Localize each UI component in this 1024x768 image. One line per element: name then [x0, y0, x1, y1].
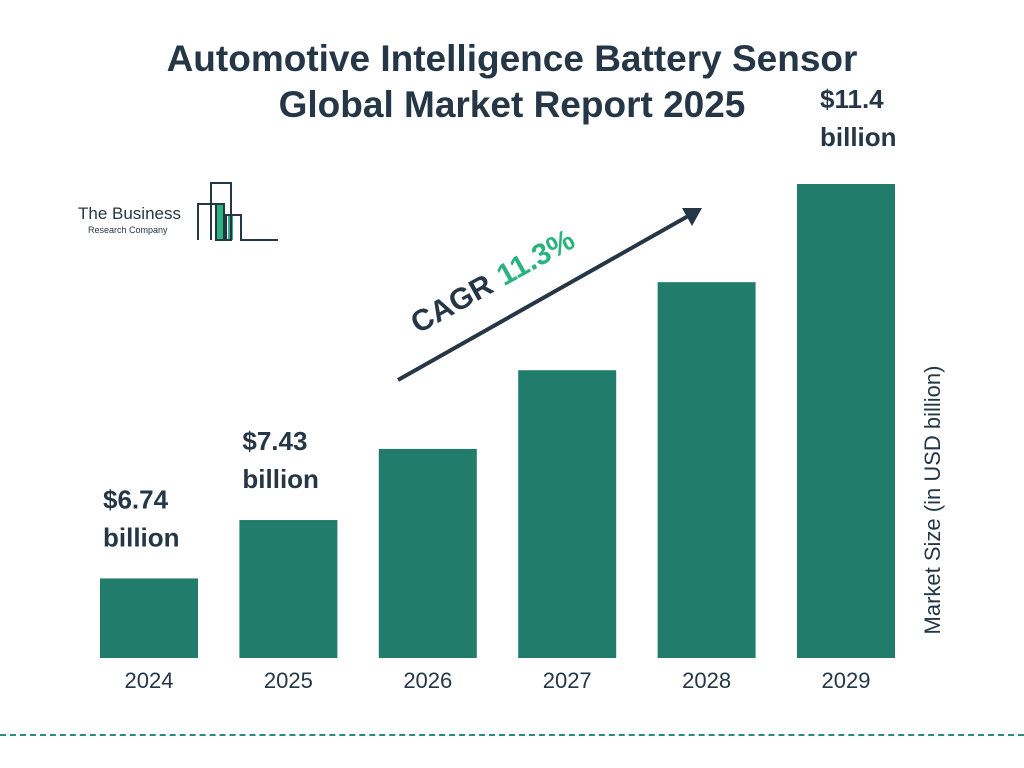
bar-2025	[239, 520, 338, 658]
x-tick-label: 2026	[403, 668, 452, 693]
logo-text-main: The Business	[78, 204, 181, 223]
bar-2024	[100, 578, 198, 658]
y-axis-label: Market Size (in USD billion)	[920, 365, 945, 635]
bar-2026	[378, 448, 477, 658]
x-tick-label: 2024	[125, 668, 174, 693]
data-label: billion	[820, 122, 897, 152]
x-tick-label: 2027	[543, 668, 592, 693]
cagr-value: 11.3%	[491, 223, 580, 292]
svg-text:CAGR11.3%: CAGR11.3%	[405, 223, 580, 340]
bar-2027	[518, 370, 617, 658]
bar-2028	[657, 282, 756, 658]
title-line-2: Global Market Report 2025	[278, 84, 746, 125]
x-tick-label: 2025	[264, 668, 313, 693]
data-label: $6.74	[103, 484, 169, 514]
bar-2029	[797, 184, 895, 658]
cagr-arrow-line	[397, 213, 691, 382]
footer-divider	[0, 734, 1024, 736]
x-tick-label: 2029	[822, 668, 871, 693]
logo-buildings-icon	[197, 182, 278, 241]
data-label: $11.4	[820, 84, 884, 114]
logo-text-sub: Research Company	[88, 225, 168, 235]
data-label: billion	[242, 464, 319, 494]
company-logo: The Business Research Company	[78, 180, 288, 245]
cagr-arrow-head-icon	[682, 208, 702, 226]
title-line-1: Automotive Intelligence Battery Sensor	[166, 38, 858, 79]
cagr-annotation: CAGR11.3%	[397, 208, 702, 382]
x-tick-label: 2028	[682, 668, 731, 693]
data-label: $7.43	[242, 426, 307, 456]
data-label: billion	[103, 522, 180, 552]
chart-title: Automotive Intelligence Battery Sensor G…	[0, 36, 1024, 128]
